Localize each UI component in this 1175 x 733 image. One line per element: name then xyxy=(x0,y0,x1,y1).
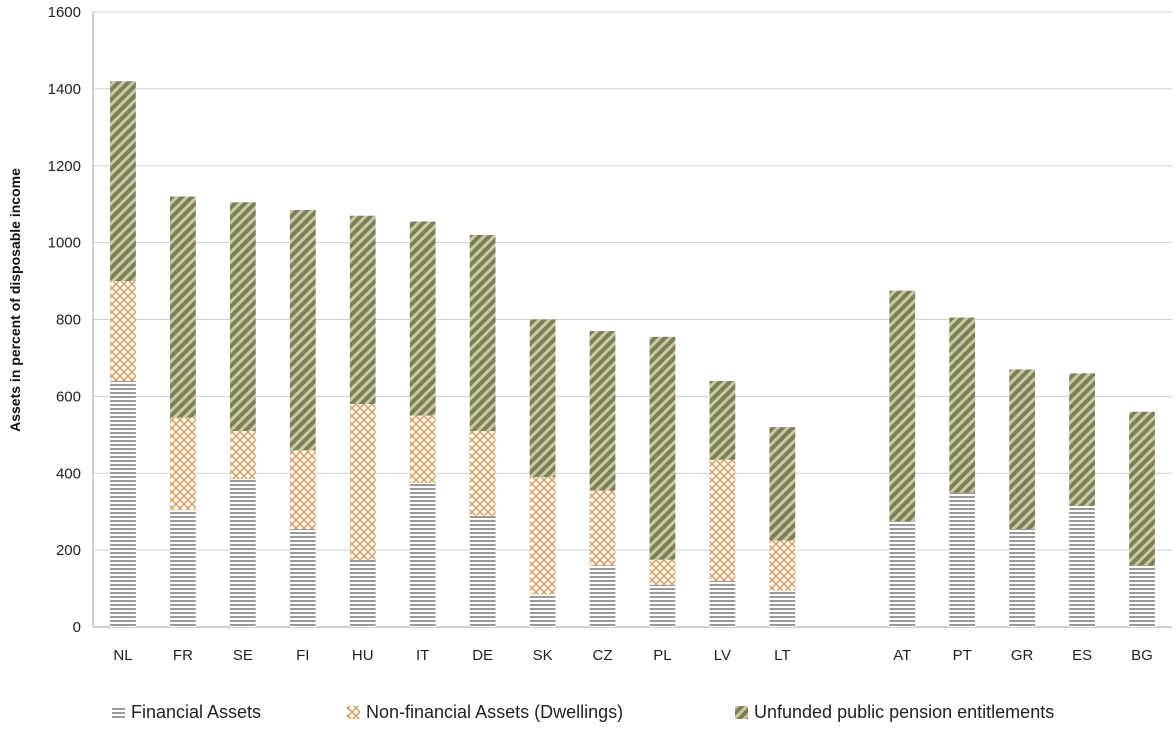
bar-se-series-0 xyxy=(229,479,256,627)
y-tick-labels: 0 200 400 600 800 1000 1200 1400 1600 xyxy=(48,4,81,636)
x-tick-label: AT xyxy=(893,647,911,664)
bar-gr-series-0 xyxy=(1009,528,1036,627)
x-tick-label: NL xyxy=(113,647,132,664)
legend: Financial Assets Non-financial Assets (Dw… xyxy=(112,702,1054,722)
bar-sk-series-1 xyxy=(529,477,556,595)
bar-hu-series-2 xyxy=(349,215,376,405)
bar-at-series-0 xyxy=(889,521,916,627)
bar-cz-series-2 xyxy=(589,331,616,491)
bar-pl-series-0 xyxy=(649,584,676,627)
legend-label: Unfunded public pension entitlements xyxy=(754,702,1054,722)
bar-fi-series-0 xyxy=(289,528,316,627)
y-tick-label: 200 xyxy=(56,542,81,559)
x-tick-label: GR xyxy=(1011,647,1034,664)
y-tick-label: 1200 xyxy=(48,158,81,175)
bar-gr-series-2 xyxy=(1009,369,1036,529)
x-tick-label: PL xyxy=(653,647,671,664)
bar-pl-series-1 xyxy=(649,559,676,585)
bar-lt-series-1 xyxy=(769,540,796,591)
legend-swatch xyxy=(347,706,360,719)
bar-hu-series-0 xyxy=(349,559,376,627)
y-tick-label: 0 xyxy=(73,619,81,636)
bar-fr-series-1 xyxy=(170,417,196,510)
bar-fi-series-1 xyxy=(289,450,316,529)
y-tick-label: 400 xyxy=(56,465,81,482)
bar-at-series-2 xyxy=(889,290,916,522)
x-tick-label: FR xyxy=(173,647,193,664)
bar-cz-series-1 xyxy=(589,490,616,566)
y-tick-label: 800 xyxy=(56,312,81,329)
bar-lt-series-0 xyxy=(769,590,796,627)
bar-sk-series-0 xyxy=(529,594,556,627)
bar-nl-series-0 xyxy=(110,381,136,627)
x-tick-label: BG xyxy=(1131,647,1153,664)
bar-lv-series-1 xyxy=(709,459,736,581)
bar-fi-series-2 xyxy=(289,209,316,451)
bars xyxy=(110,81,1155,627)
y-tick-label: 1600 xyxy=(48,4,81,21)
x-tick-label: LV xyxy=(714,647,731,664)
legend-swatch xyxy=(735,706,748,719)
x-tick-label: SE xyxy=(233,647,253,664)
x-tick-label: IT xyxy=(416,647,429,664)
bar-lv-series-0 xyxy=(709,580,736,627)
bar-de-series-1 xyxy=(469,430,496,516)
legend-swatch xyxy=(112,706,125,719)
x-tick-label: SK xyxy=(533,647,553,664)
legend-label: Financial Assets xyxy=(131,702,261,722)
bar-de-series-2 xyxy=(469,234,496,431)
bar-se-series-2 xyxy=(229,202,256,431)
x-tick-label: PT xyxy=(953,647,972,664)
bar-de-series-0 xyxy=(469,515,496,627)
bar-it-series-1 xyxy=(409,415,436,483)
bar-nl-series-1 xyxy=(110,281,136,381)
bar-es-series-0 xyxy=(1069,505,1095,627)
bar-fr-series-0 xyxy=(170,509,196,627)
y-tick-label: 1000 xyxy=(48,235,81,252)
gridlines xyxy=(93,11,1172,628)
y-axis-title: Assets in percent of disposable income xyxy=(7,168,23,432)
bar-it-series-0 xyxy=(409,482,436,627)
bar-bg-series-0 xyxy=(1129,565,1155,627)
bar-it-series-2 xyxy=(409,221,436,416)
x-tick-label: DE xyxy=(472,647,493,664)
bar-cz-series-0 xyxy=(589,565,616,627)
bar-lv-series-2 xyxy=(709,381,736,460)
x-tick-labels: NL FR SE FI HU IT DE SK CZ PL LV LT AT PT GR ES BG xyxy=(113,647,1152,664)
legend-label: Non-financial Assets (Dwellings) xyxy=(366,702,623,722)
x-tick-label: LT xyxy=(774,647,790,664)
bar-bg-series-2 xyxy=(1129,411,1155,566)
bar-lt-series-2 xyxy=(769,427,796,541)
y-tick-label: 1400 xyxy=(48,81,81,98)
bar-es-series-2 xyxy=(1069,373,1095,506)
y-tick-label: 600 xyxy=(56,388,81,405)
x-tick-label: FI xyxy=(296,647,309,664)
bar-pt-series-2 xyxy=(949,317,976,493)
bar-sk-series-2 xyxy=(529,319,556,478)
x-tick-label: HU xyxy=(352,647,374,664)
x-tick-label: ES xyxy=(1072,647,1092,664)
x-tick-label: CZ xyxy=(593,647,613,664)
bar-pl-series-2 xyxy=(649,336,676,560)
bar-fr-series-2 xyxy=(170,196,196,418)
axes xyxy=(92,12,1172,628)
bar-nl-series-2 xyxy=(110,81,136,282)
bar-hu-series-1 xyxy=(349,404,376,560)
bar-se-series-1 xyxy=(229,430,256,480)
bar-pt-series-0 xyxy=(949,492,976,627)
